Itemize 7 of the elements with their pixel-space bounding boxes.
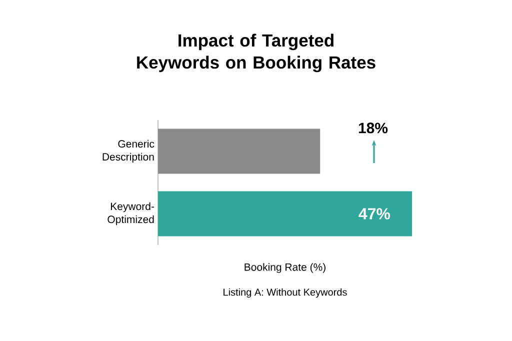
data-label: 47% <box>358 208 390 220</box>
annotation: 18% <box>358 122 388 134</box>
y-tick-label: Generic Description <box>102 140 154 163</box>
x-axis-title: Booking Rate (%) <box>244 263 326 273</box>
text: Listing A: Without Keywords <box>224 288 347 298</box>
y-tick-label: Keyword-Optimized <box>108 202 154 226</box>
chart-title: Impact of Targeted Keywords on Booking Rates <box>137 34 376 72</box>
